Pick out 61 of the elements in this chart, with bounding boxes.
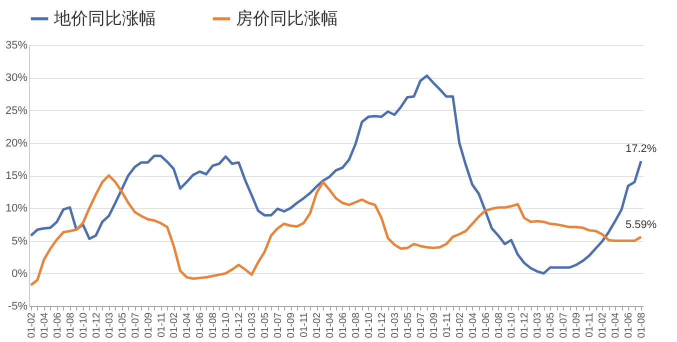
x-tick-label: 01-07 bbox=[130, 312, 142, 338]
x-tick-label: 01-06 bbox=[195, 312, 206, 338]
x-tick-label: 01-03 bbox=[247, 312, 258, 338]
x-tick-label: 01-06 bbox=[480, 312, 492, 338]
x-tick-label: 01-02 bbox=[169, 312, 180, 338]
y-tick-label: 0% bbox=[12, 268, 28, 280]
x-tick-label: 01-03 bbox=[532, 312, 544, 338]
x-tick-label: 01-04 bbox=[610, 312, 622, 338]
y-tick-label: 30% bbox=[5, 72, 28, 84]
x-tick-label: 01-07 bbox=[273, 312, 284, 338]
x-tick-label: 01-03 bbox=[390, 312, 401, 338]
y-tick-label: 20% bbox=[5, 137, 28, 150]
x-tick-label: 01-12 bbox=[520, 312, 531, 338]
x-tick-label: 01-05 bbox=[402, 312, 414, 338]
x-tick-label: 01-12 bbox=[91, 312, 102, 338]
y-tick-label: -5% bbox=[8, 300, 28, 312]
x-tick-label: 01-04 bbox=[325, 312, 336, 338]
x-tick-label: 01-06 bbox=[338, 312, 349, 338]
x-tick-label: 01-02 bbox=[26, 312, 38, 338]
x-tick-label: 01-09 bbox=[143, 312, 154, 338]
legend-label: 地价同比涨幅 bbox=[53, 8, 156, 28]
x-tick-label: 01-11 bbox=[299, 312, 310, 338]
legend-label: 房价同比涨幅 bbox=[236, 8, 338, 28]
x-tick-label: 01-08 bbox=[494, 312, 505, 338]
x-tick-label: 01-05 bbox=[260, 312, 272, 338]
annotation: 17.2% bbox=[625, 143, 657, 156]
x-tick-label: 01-02 bbox=[312, 312, 324, 338]
x-tick-label: 01-02 bbox=[454, 312, 466, 338]
x-tick-label: 01-09 bbox=[572, 312, 583, 338]
x-tick-label: 01-07 bbox=[558, 312, 570, 338]
y-tick-label: 5% bbox=[12, 235, 28, 248]
x-tick-label: 01-11 bbox=[156, 312, 168, 338]
x-tick-label: 01-04 bbox=[182, 312, 194, 338]
x-tick-label: 01-02 bbox=[598, 312, 609, 338]
x-tick-label: 01-09 bbox=[428, 312, 440, 338]
x-tick-label: 01-09 bbox=[286, 312, 298, 338]
x-tick-label: 01-10 bbox=[78, 312, 90, 338]
x-tick-label: 01-08 bbox=[636, 312, 648, 338]
x-tick-label: 01-11 bbox=[442, 312, 453, 338]
x-tick-label: 01-12 bbox=[234, 312, 246, 338]
x-tick-label: 01-08 bbox=[65, 312, 76, 338]
x-tick-label: 01-08 bbox=[350, 312, 362, 338]
x-tick-label: 01-08 bbox=[208, 312, 220, 338]
x-tick-label: 01-07 bbox=[416, 312, 427, 338]
annotation: 5.59% bbox=[625, 218, 657, 231]
x-tick-label: 01-10 bbox=[221, 312, 232, 338]
x-tick-label: 01-05 bbox=[546, 312, 557, 338]
x-tick-label: 01-03 bbox=[104, 312, 116, 338]
y-tick-label: 25% bbox=[5, 104, 28, 117]
y-tick-label: 15% bbox=[5, 170, 28, 182]
x-tick-label: 01-10 bbox=[364, 312, 375, 338]
x-tick-label: 01-10 bbox=[506, 312, 518, 338]
y-tick-label: 35% bbox=[5, 40, 28, 52]
x-tick-label: 01-04 bbox=[468, 312, 479, 338]
x-tick-label: 01-06 bbox=[52, 312, 64, 338]
y-tick-label: 10% bbox=[5, 202, 28, 215]
x-tick-label: 01-04 bbox=[39, 312, 50, 338]
x-tick-label: 01-11 bbox=[584, 312, 596, 338]
x-tick-label: 01-06 bbox=[624, 312, 635, 338]
x-tick-label: 01-05 bbox=[117, 312, 128, 338]
x-tick-label: 01-12 bbox=[376, 312, 388, 338]
